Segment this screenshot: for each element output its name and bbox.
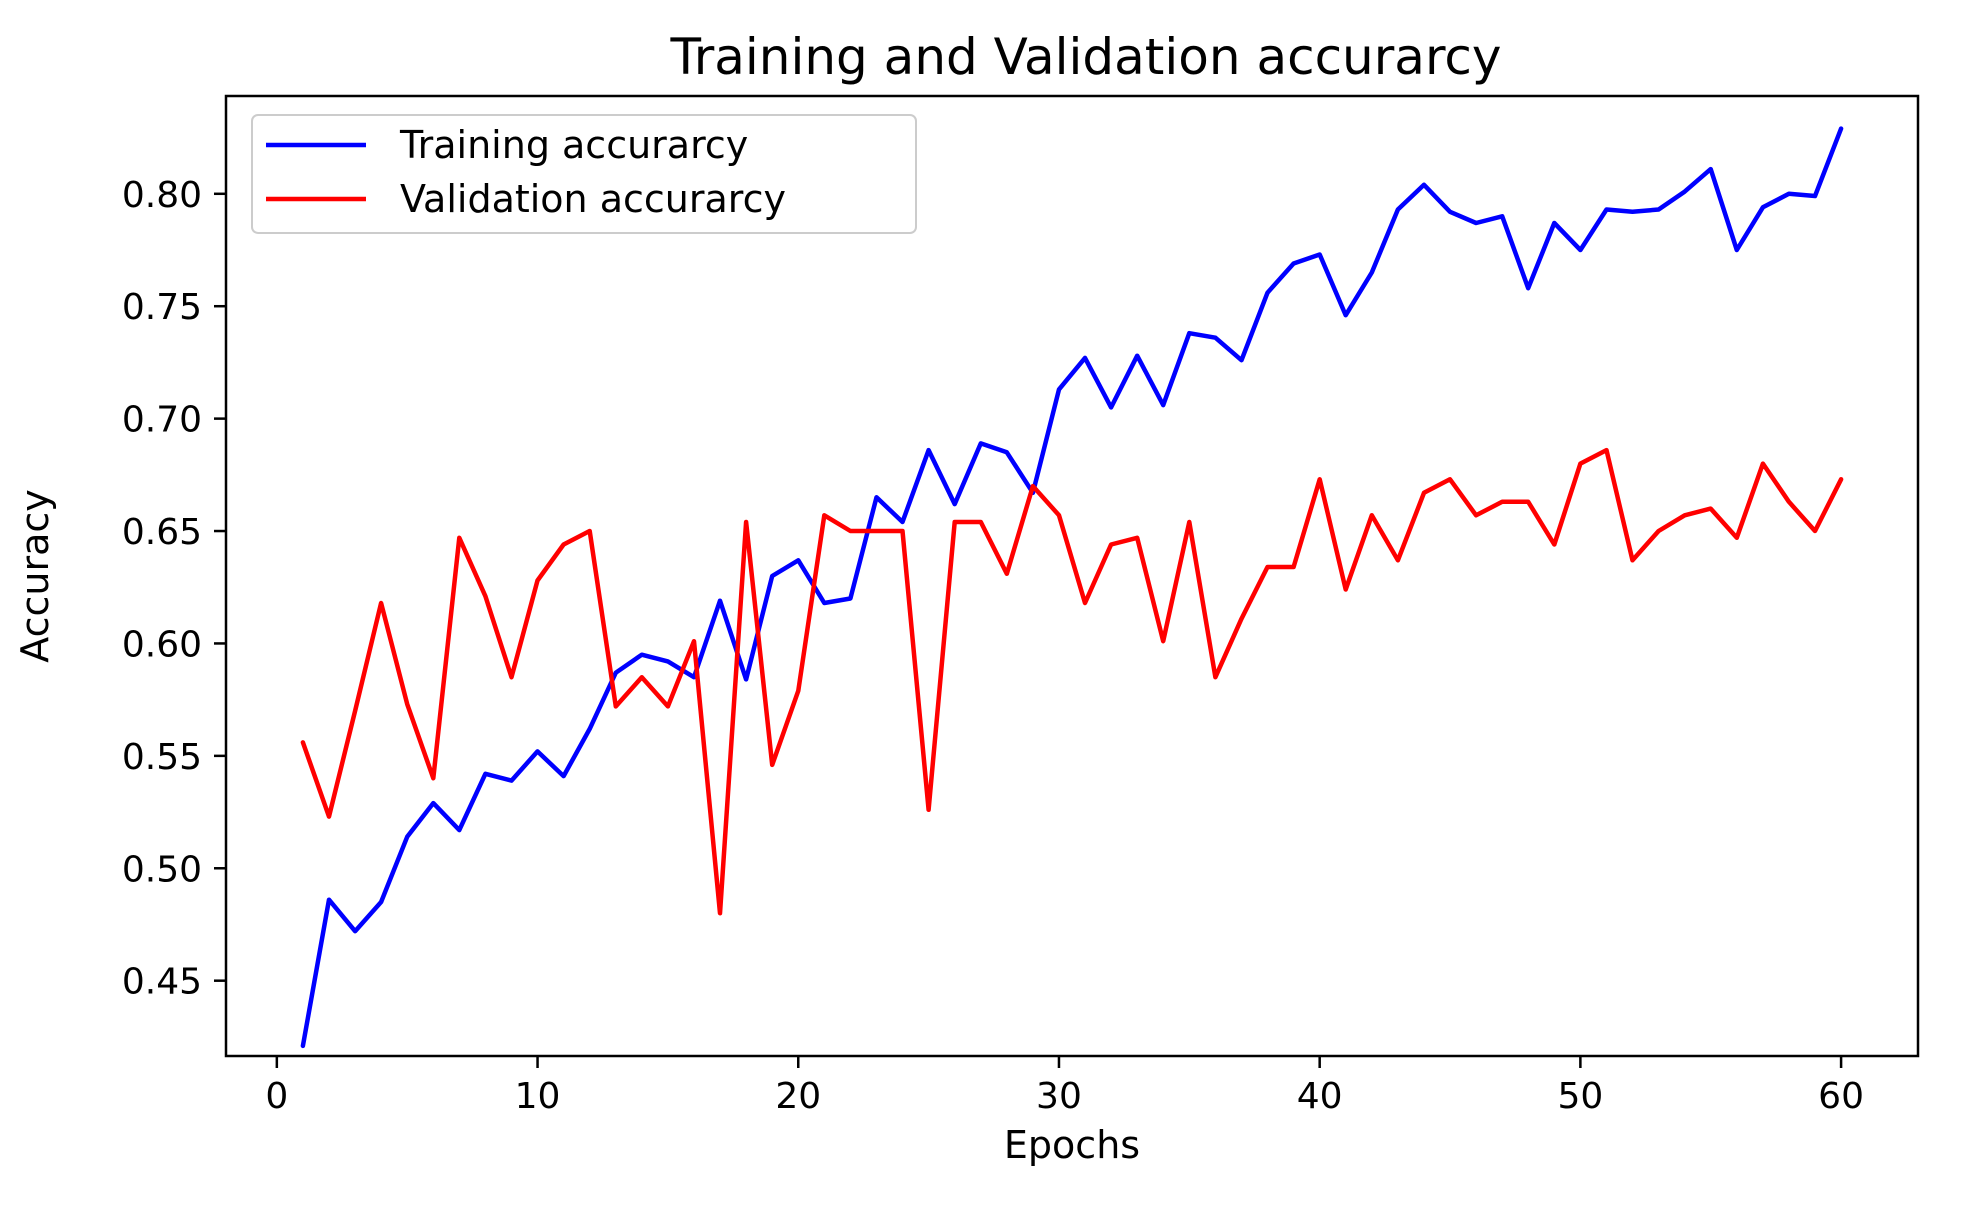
legend-label: Validation accurarcy <box>400 177 786 221</box>
y-tick-label: 0.75 <box>122 287 202 328</box>
y-tick-label: 0.80 <box>122 175 202 216</box>
series-layer <box>300 126 1844 1049</box>
x-tick-label: 30 <box>1036 1076 1082 1117</box>
chart-title: Training and Validation accurarcy <box>670 28 1502 86</box>
legend-box <box>251 114 917 234</box>
y-tick-label: 0.65 <box>122 512 202 553</box>
series-line-validation <box>300 447 1844 916</box>
legend-label: Training accurarcy <box>399 123 748 167</box>
y-tick-label: 0.45 <box>122 962 202 1003</box>
axis-ticks: 0 10 20 30 40 50 60 0.45 0.50 0.55 0.60 0.65 0.70 0.7… <box>122 175 1864 1117</box>
series-line-training <box>300 126 1844 1049</box>
plot-area-frame <box>224 94 1920 1058</box>
x-tick-label: 10 <box>515 1076 561 1117</box>
y-tick-label: 0.55 <box>122 737 202 778</box>
x-tick-label: 40 <box>1297 1076 1343 1117</box>
x-axis-label: Epochs <box>1004 1123 1140 1167</box>
y-tick-label: 0.70 <box>122 400 202 441</box>
x-tick-label: 50 <box>1557 1076 1603 1117</box>
x-tick-label: 20 <box>775 1076 821 1117</box>
legend: Training accurarcy Validation accurarcy <box>251 114 917 234</box>
y-axis-label: Accuracy <box>13 489 57 663</box>
x-tick-label: 0 <box>265 1076 288 1117</box>
y-tick-label: 0.60 <box>122 624 202 665</box>
x-tick-label: 60 <box>1818 1076 1864 1117</box>
y-tick-label: 0.50 <box>122 849 202 890</box>
